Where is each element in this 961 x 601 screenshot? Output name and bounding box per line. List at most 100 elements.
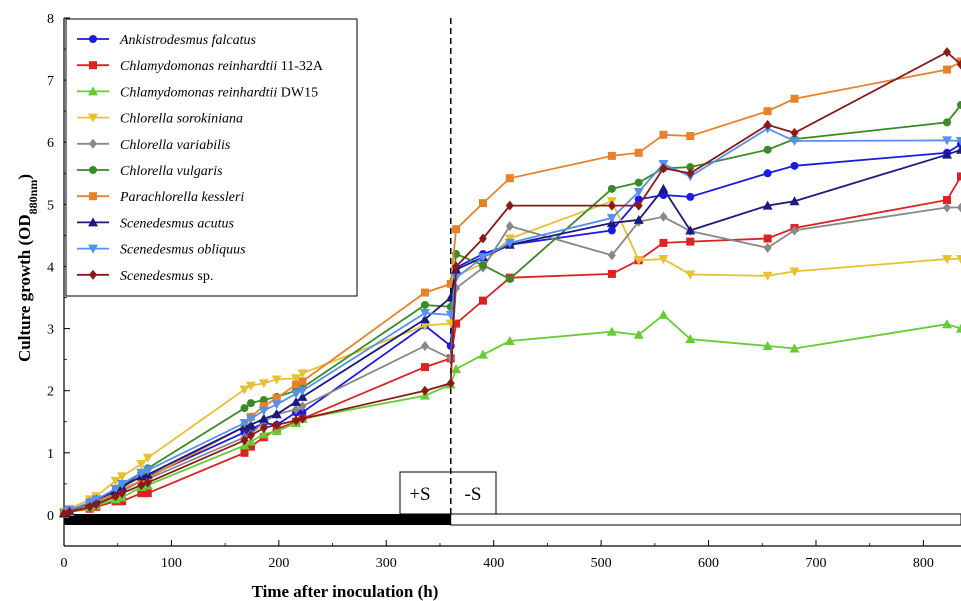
series-point — [789, 343, 800, 353]
series-point — [686, 132, 695, 141]
series-point — [245, 414, 256, 424]
series-point — [607, 250, 616, 261]
y-tick-label: 3 — [47, 323, 54, 338]
series-point — [762, 340, 773, 350]
legend-label-rest: DW15 — [277, 85, 318, 100]
legend-label-rest: sp. — [194, 269, 213, 284]
series-point — [685, 270, 696, 280]
legend-entry: Chlorella variabilis — [77, 138, 231, 153]
series-point — [60, 508, 68, 519]
y-tick-label: 8 — [47, 12, 54, 27]
series-point — [685, 225, 696, 235]
series-point — [258, 413, 269, 423]
series-point — [956, 136, 961, 146]
series-point — [505, 274, 514, 283]
legend-entry: Chlorella vulgaris — [77, 164, 223, 179]
series-point — [763, 145, 772, 154]
series-point — [790, 225, 799, 236]
series-point — [271, 426, 282, 436]
series-point — [789, 267, 800, 277]
series-point — [420, 385, 429, 396]
legend-label: Chlorella variabilis — [120, 138, 231, 153]
chart-series-layer — [59, 47, 961, 519]
series-point — [239, 419, 250, 429]
series-point — [297, 391, 308, 401]
y-tick-label: 7 — [47, 74, 54, 89]
y-tick-label: 0 — [47, 509, 54, 524]
legend-label: Chlamydomonas reinhardtii DW15 — [120, 85, 318, 100]
series-point — [956, 255, 961, 265]
series-point — [943, 47, 952, 58]
legend-label: Ankistrodesmus falcatus — [119, 33, 257, 48]
legend-label: Scenedesmus acutus — [120, 216, 234, 231]
series-point — [271, 375, 282, 385]
legend-marker — [88, 244, 98, 254]
series-point — [258, 379, 269, 389]
series-point — [942, 149, 953, 159]
series-point — [136, 468, 147, 478]
series-point — [659, 211, 668, 222]
series-point — [762, 200, 773, 210]
legend-marker — [89, 166, 97, 174]
series-point — [789, 196, 800, 206]
series-point — [85, 501, 94, 512]
x-tick-label: 700 — [805, 556, 826, 571]
legend-entry: Scenedesmus sp. — [77, 269, 213, 284]
series-point — [246, 430, 255, 441]
dark-phase-bar — [450, 513, 961, 526]
series-2 — [59, 309, 961, 518]
x-tick-label: 0 — [61, 556, 68, 571]
y-axis-title: Culture growth (OD880nm) — [15, 174, 40, 362]
series-point — [658, 183, 669, 193]
series-point — [607, 200, 616, 211]
legend-marker — [88, 113, 98, 123]
series-point — [957, 57, 961, 66]
phase-label-box — [399, 471, 497, 515]
series-point — [957, 202, 961, 213]
legend-marker — [89, 61, 97, 70]
x-tick-label: 500 — [591, 556, 612, 571]
series-point — [763, 242, 772, 253]
series-point — [245, 419, 256, 429]
chart-legend: Ankistrodesmus falcatus Chlamydomonas rei… — [65, 18, 358, 297]
series-point — [790, 94, 799, 103]
series-point — [291, 396, 302, 406]
phase-label-minus-s: -S — [465, 484, 482, 505]
axis-titles: Time after inoculation (h) Culture growt… — [15, 174, 438, 601]
series-point — [956, 323, 961, 333]
series-point — [478, 199, 487, 208]
series-point — [143, 489, 152, 498]
series-point — [452, 225, 461, 234]
x-tick-label: 800 — [913, 556, 934, 571]
series-point — [117, 472, 128, 482]
series-point — [763, 107, 772, 116]
y-axis-title-main: Culture growth (OD — [15, 214, 34, 362]
series-point — [477, 253, 488, 263]
legend-marker — [89, 269, 97, 280]
legend-label-italic: Ankistrodesmus falcatus — [119, 33, 257, 48]
series-point — [298, 408, 307, 417]
series-point — [942, 319, 953, 329]
series-point — [420, 340, 429, 351]
series-point — [658, 255, 669, 265]
series-point — [505, 174, 514, 183]
series-point — [686, 163, 695, 172]
legend-label: Scenedesmus sp. — [120, 269, 213, 284]
series-point — [478, 296, 487, 305]
series-point — [419, 309, 430, 319]
series-9 — [60, 47, 961, 519]
series-point — [292, 415, 301, 426]
y-axis-title-close: ) — [15, 174, 34, 180]
legend-marker — [88, 86, 98, 96]
x-axis-title: Time after inoculation (h) — [252, 582, 439, 601]
series-point — [246, 399, 255, 408]
series-point — [789, 136, 800, 146]
series-point — [606, 326, 617, 336]
legend-label-italic: Chlorella sorokiniana — [120, 112, 243, 127]
legend-marker — [89, 138, 97, 149]
series-point — [633, 187, 644, 197]
series-point — [117, 479, 128, 489]
series-point — [272, 394, 281, 403]
series-point — [659, 130, 668, 139]
